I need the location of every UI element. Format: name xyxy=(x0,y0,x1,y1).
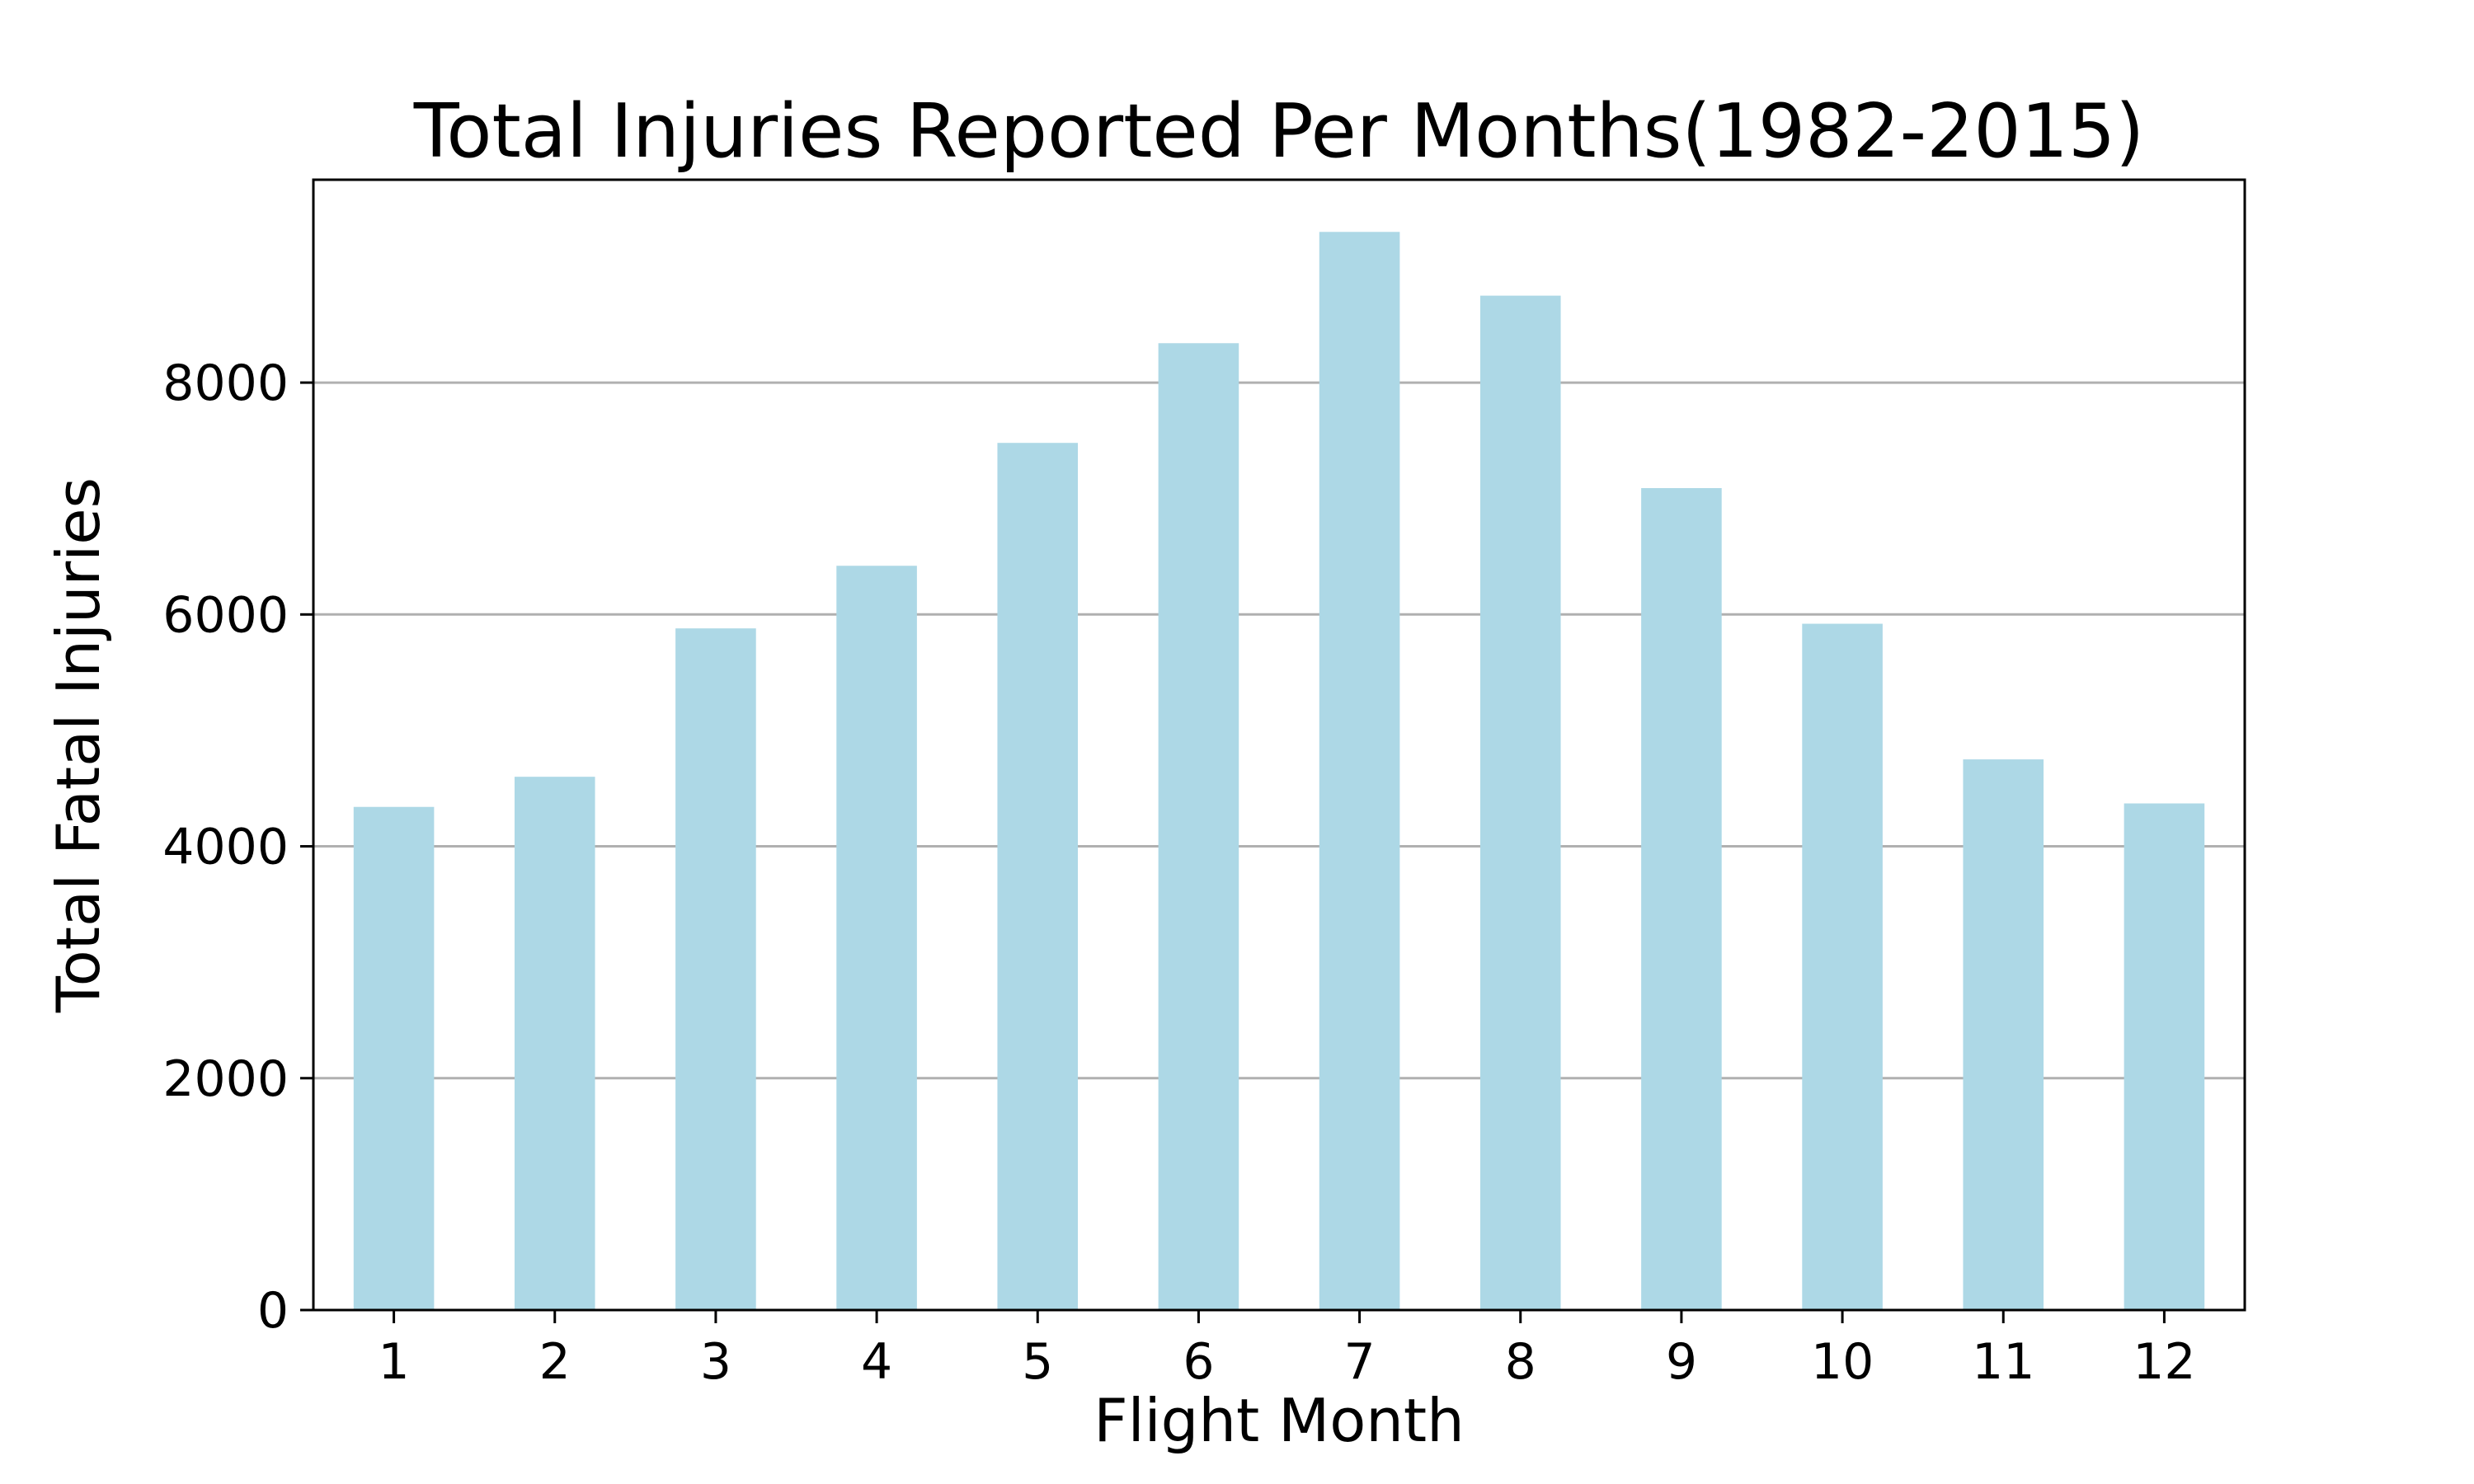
x-tick-label: 10 xyxy=(1811,1333,1874,1391)
bar-month-7 xyxy=(1319,232,1400,1311)
bar-month-9 xyxy=(1641,488,1722,1310)
bars xyxy=(353,232,2205,1311)
x-tick-label: 4 xyxy=(861,1333,892,1391)
bar-month-10 xyxy=(1802,623,1883,1310)
bar-month-1 xyxy=(353,806,435,1310)
bar-month-6 xyxy=(1158,343,1239,1310)
y-tick-label: 2000 xyxy=(162,1050,289,1108)
x-tick-label: 9 xyxy=(1666,1333,1697,1391)
y-axis-ticks: 0 2000 4000 6000 8000 xyxy=(162,355,313,1340)
x-tick-label: 12 xyxy=(2133,1333,2195,1391)
x-tick-label: 11 xyxy=(1972,1333,2034,1391)
bar-month-8 xyxy=(1479,295,1561,1311)
x-axis-ticks: 1 2 3 4 5 6 7 8 9 10 11 12 xyxy=(378,1310,2196,1391)
x-tick-label: 7 xyxy=(1343,1333,1375,1391)
grid-lines xyxy=(313,381,2245,1080)
x-tick-label: 8 xyxy=(1505,1333,1536,1391)
bar-month-4 xyxy=(836,566,917,1310)
plot-frame xyxy=(312,178,2246,1312)
y-tick-label: 0 xyxy=(257,1282,289,1340)
y-tick-label: 6000 xyxy=(162,586,289,644)
x-tick-label: 3 xyxy=(700,1333,731,1391)
bar-month-12 xyxy=(2124,803,2205,1310)
bar-month-11 xyxy=(1963,759,2044,1310)
x-tick-label: 2 xyxy=(539,1333,571,1391)
x-tick-label: 5 xyxy=(1022,1333,1053,1391)
x-tick-label: 6 xyxy=(1183,1333,1214,1391)
y-tick-label: 8000 xyxy=(162,355,289,412)
chart-title: Total Injuries Reported Per Months(1982-… xyxy=(413,88,2145,175)
x-axis-label: Flight Month xyxy=(1094,1386,1465,1455)
bar-month-3 xyxy=(675,628,756,1310)
y-axis-label: Total Fatal Injuries xyxy=(44,477,113,1013)
bar-month-2 xyxy=(514,777,595,1310)
y-tick-label: 4000 xyxy=(162,819,289,876)
x-tick-label: 1 xyxy=(378,1333,409,1391)
bar-month-5 xyxy=(997,443,1079,1310)
